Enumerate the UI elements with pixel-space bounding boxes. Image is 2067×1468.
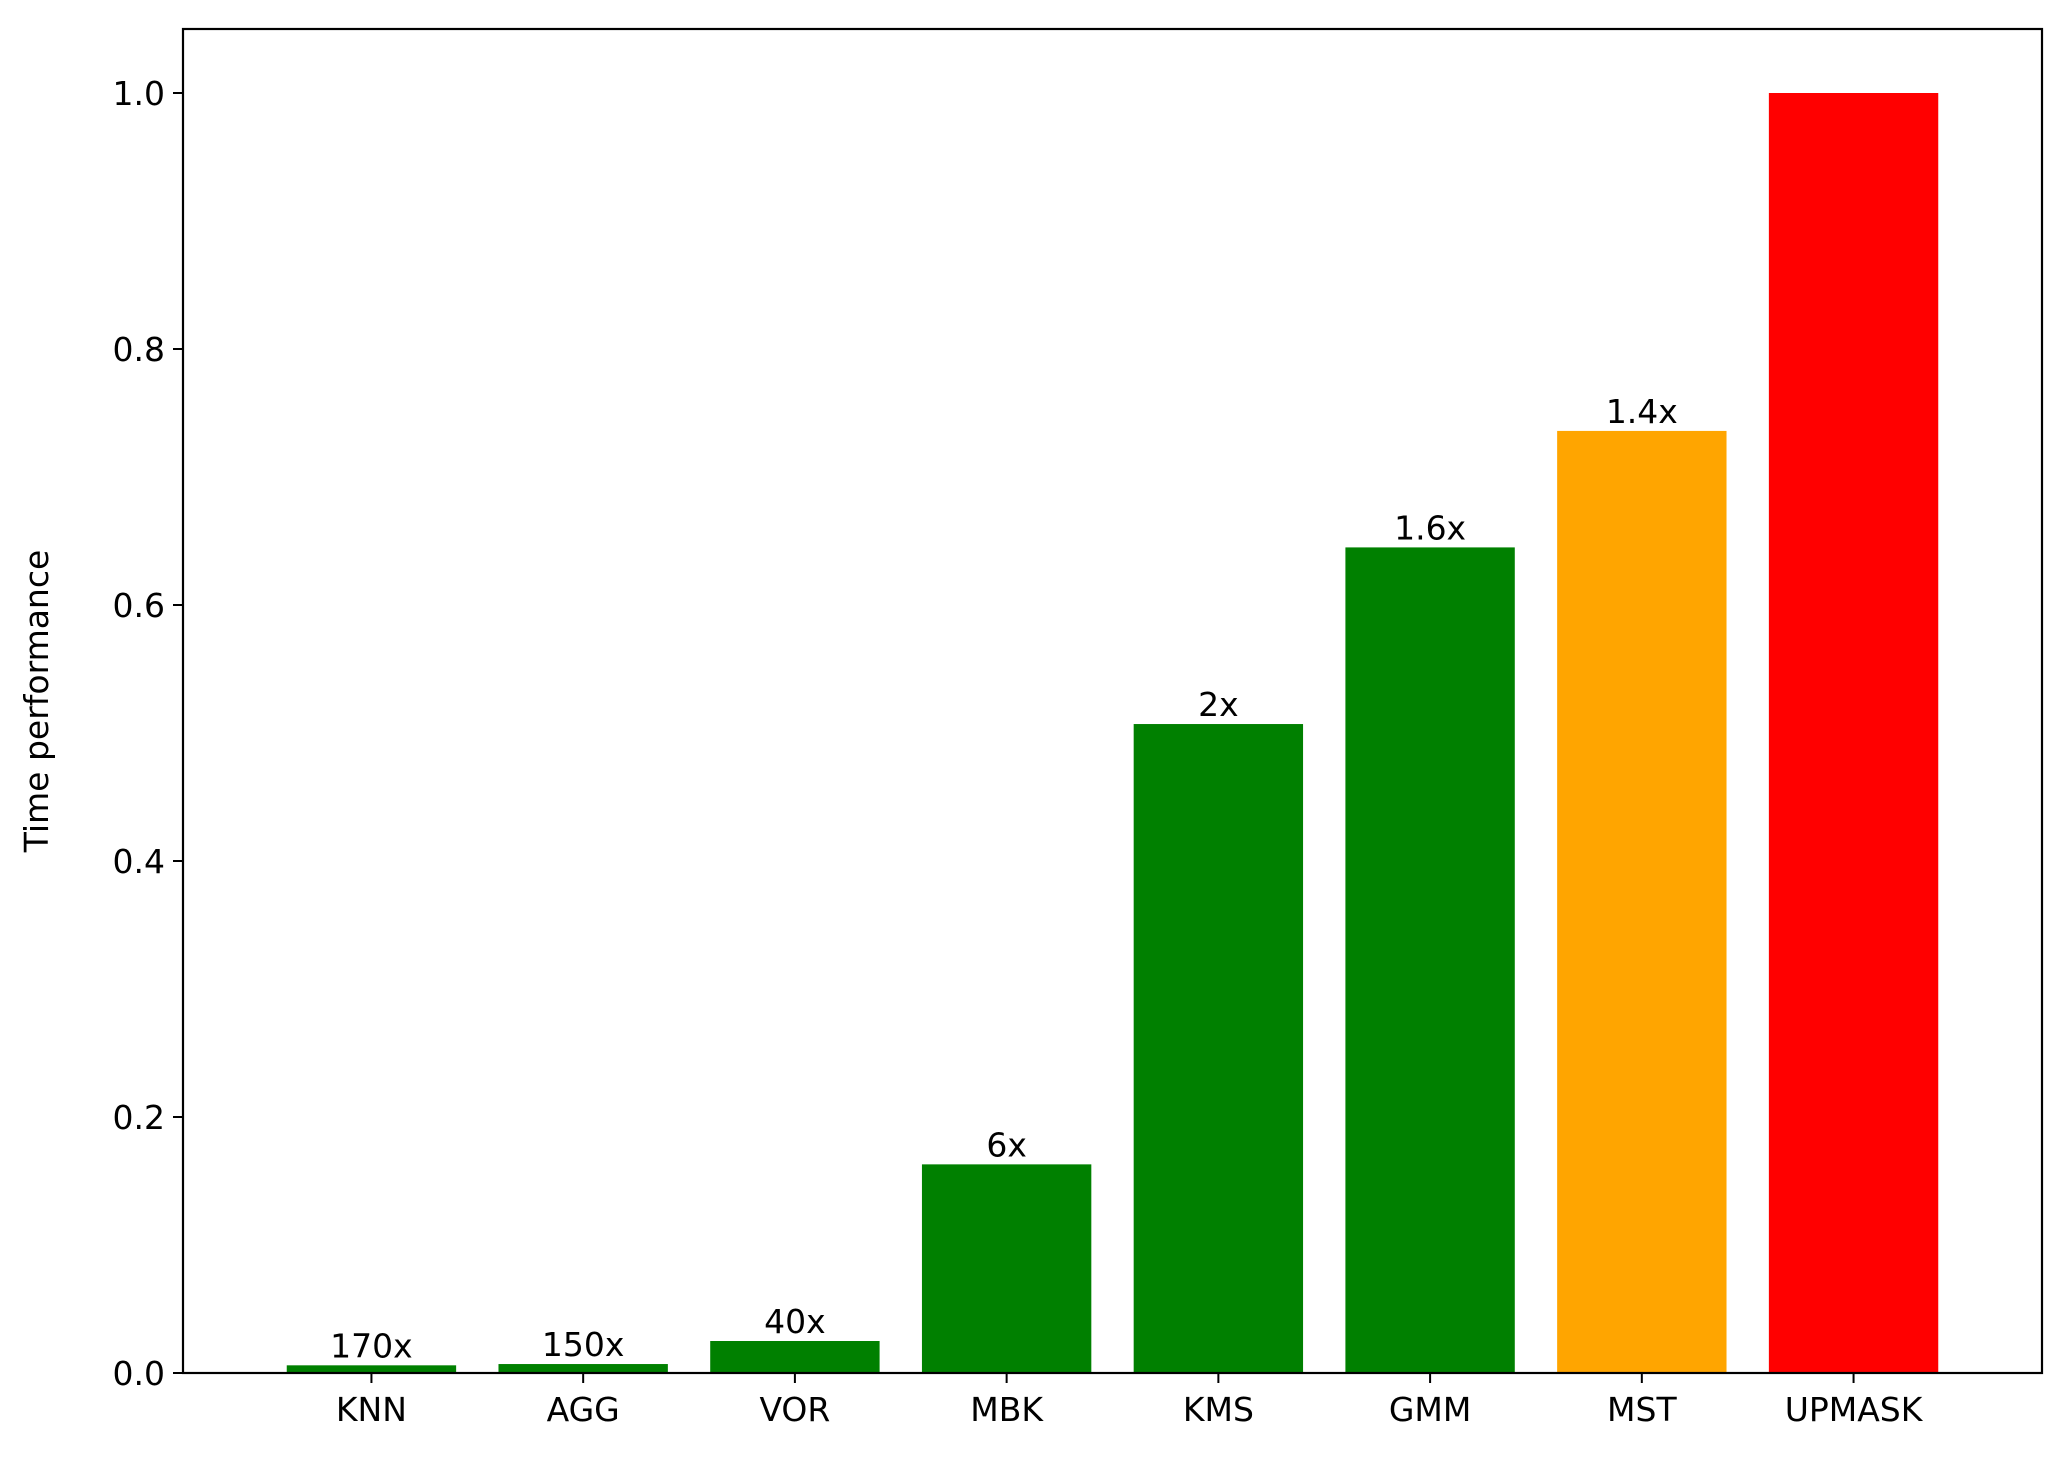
bar-mst bbox=[1557, 430, 1727, 1373]
bar-label-mbk: 6x bbox=[986, 1125, 1027, 1164]
y-tick-label-4: 0.8 bbox=[113, 330, 165, 369]
y-tick-label-1: 0.2 bbox=[113, 1098, 165, 1137]
y-tick-label-2: 0.4 bbox=[113, 842, 165, 881]
bar-label-vor: 40x bbox=[764, 1302, 826, 1341]
y-tick-label-5: 1.0 bbox=[113, 74, 165, 113]
bar-label-knn: 170x bbox=[330, 1326, 413, 1365]
bar-label-mst: 1.4x bbox=[1606, 392, 1678, 431]
bar-mbk bbox=[921, 1164, 1092, 1373]
x-tick-label-gmm: GMM bbox=[1389, 1390, 1472, 1429]
bar-kms bbox=[1133, 724, 1304, 1373]
bar-upmask bbox=[1768, 93, 1939, 1373]
y-axis-label: Time performance bbox=[17, 550, 56, 854]
bar-knn bbox=[286, 1365, 457, 1373]
x-tick-label-kms: KMS bbox=[1183, 1390, 1254, 1429]
x-tick-label-mst: MST bbox=[1607, 1390, 1677, 1429]
x-tick-label-mbk: MBK bbox=[970, 1390, 1044, 1429]
x-axis-ticks: KNN AGG VOR MBK KMS GMM MST UPMASK bbox=[336, 1373, 1924, 1429]
bars-group bbox=[286, 93, 1939, 1373]
bar-agg bbox=[498, 1364, 668, 1373]
bar-labels-group: 170x 150x 40x 6x 2x 1.6x 1.4x bbox=[330, 392, 1678, 1365]
y-axis-ticks: 0.0 0.2 0.4 0.6 0.8 1.0 bbox=[113, 74, 183, 1393]
x-tick-label-upmask: UPMASK bbox=[1785, 1390, 1924, 1429]
bar-label-kms: 2x bbox=[1198, 685, 1239, 724]
bar-vor bbox=[710, 1341, 880, 1373]
y-tick-label-3: 0.6 bbox=[113, 586, 165, 625]
x-tick-label-agg: AGG bbox=[547, 1390, 620, 1429]
x-tick-label-knn: KNN bbox=[336, 1390, 407, 1429]
x-tick-label-vor: VOR bbox=[759, 1390, 830, 1429]
bar-label-gmm: 1.6x bbox=[1394, 508, 1466, 547]
bar-label-agg: 150x bbox=[542, 1325, 625, 1364]
y-tick-label-0: 0.0 bbox=[113, 1354, 165, 1393]
plot-frame bbox=[181, 27, 2044, 1375]
bar-gmm bbox=[1345, 547, 1515, 1373]
